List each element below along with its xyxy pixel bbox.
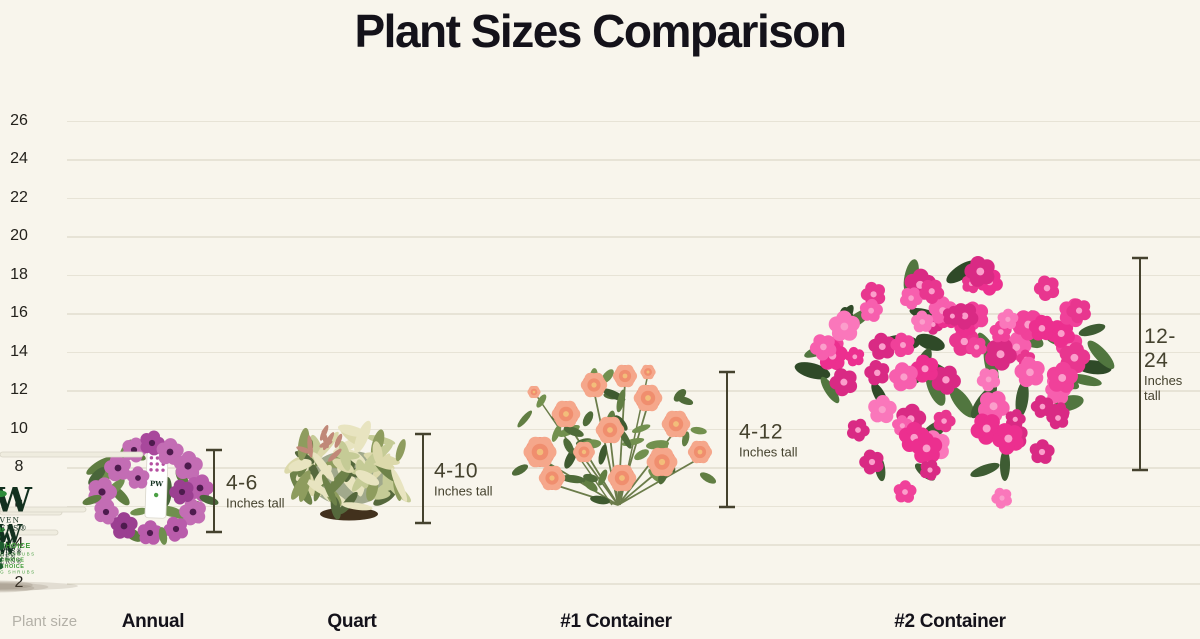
svg-text:COLOR CHOICE: COLOR CHOICE — [0, 557, 24, 563]
y-tick-label: 16 — [10, 304, 28, 322]
chart-title: Plant Sizes Comparison — [354, 5, 847, 57]
dimension-line — [1132, 256, 1148, 472]
svg-text:WINNERS®: WINNERS® — [0, 551, 23, 558]
y-tick-label: 22 — [10, 188, 28, 206]
y-tick-label: 18 — [10, 265, 28, 283]
y-tick-label: 12 — [10, 381, 28, 399]
svg-text:COLOR CHOICE: COLOR CHOICE — [0, 564, 24, 570]
svg-text:PW: PW — [150, 479, 164, 488]
gridline — [67, 236, 1200, 238]
gridline — [67, 505, 1200, 508]
dimension-line — [415, 432, 431, 525]
svg-text:PW: PW — [0, 519, 24, 548]
svg-text:FLOWERING SHRUBS: FLOWERING SHRUBS — [0, 552, 36, 557]
svg-text:PW: PW — [0, 480, 33, 520]
x-axis-title: Plant size — [12, 613, 78, 630]
gridline — [67, 274, 1200, 277]
plant-photo-container-1: PWPROVENWINNERS®COLOR CHOICEFLOWERING SH… — [0, 365, 717, 592]
svg-text:PROVEN: PROVEN — [0, 545, 17, 552]
gridline — [67, 120, 1200, 123]
svg-text:PW: PW — [0, 539, 17, 559]
gridline — [67, 159, 1200, 161]
gridline — [67, 544, 1200, 546]
svg-text:PROVEN: PROVEN — [0, 516, 20, 525]
gridline — [67, 467, 1200, 469]
dimension-line — [206, 448, 222, 534]
plant-photo-quart: PWPROVENWINNERS®COLOR CHOICE — [0, 419, 411, 593]
svg-text:WINNERS®: WINNERS® — [0, 548, 23, 555]
y-tick-label: 4 — [14, 535, 24, 553]
plant-photo-annual: PWPROVENWINNERS®PW — [0, 431, 219, 590]
svg-text:PROVEN: PROVEN — [0, 554, 17, 561]
gridline — [67, 390, 1200, 392]
svg-text:WINNERS®: WINNERS® — [0, 558, 23, 565]
y-tick-label: 26 — [10, 111, 28, 129]
svg-text:COLOR CHOICE: COLOR CHOICE — [0, 542, 31, 550]
gridline — [67, 313, 1200, 315]
gridline — [67, 197, 1200, 200]
dimension-line — [719, 370, 735, 509]
y-tick-label: 8 — [14, 458, 24, 476]
plant-photo-container-2: PWPROVENWINNERS®COLOR CHOICEFLOWERING SH… — [0, 256, 1115, 591]
y-tick-label: 2 — [2, 573, 36, 593]
svg-text:WINNERS®: WINNERS® — [0, 523, 28, 532]
svg-text:PROVEN: PROVEN — [0, 544, 17, 551]
y-tick-label: 20 — [10, 227, 28, 245]
y-tick-label: 6 — [14, 496, 24, 514]
svg-text:FLOWERING SHRUBS: FLOWERING SHRUBS — [0, 569, 36, 574]
gridline — [67, 351, 1200, 354]
gridline — [67, 583, 1200, 585]
y-tick-label: 14 — [10, 342, 28, 360]
svg-text:PW: PW — [0, 529, 16, 548]
y-tick-label: 10 — [10, 419, 28, 437]
y-tick-label: 24 — [10, 150, 28, 168]
